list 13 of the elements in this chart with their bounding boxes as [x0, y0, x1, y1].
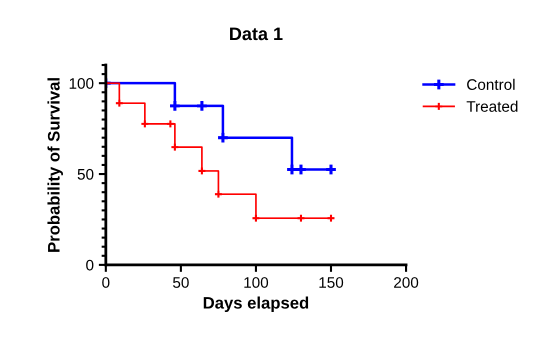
y-tick-label: 100 — [70, 78, 94, 89]
y-tick-label: 0 — [86, 260, 94, 271]
legend-label: Treated — [466, 100, 518, 112]
x-tick-label: 150 — [319, 277, 344, 288]
x-tick-label: 200 — [394, 277, 418, 288]
x-tick-label: 0 — [102, 277, 110, 288]
y-axis-title: Probability of Survival — [47, 78, 63, 252]
x-tick-label: 50 — [173, 277, 189, 288]
x-axis-title: Days elapsed — [204, 296, 308, 312]
x-tick-label: 100 — [244, 277, 268, 288]
y-tick-label: 50 — [78, 168, 94, 180]
legend-label: Control — [467, 78, 515, 90]
chart-title: Data 1 — [230, 28, 283, 40]
